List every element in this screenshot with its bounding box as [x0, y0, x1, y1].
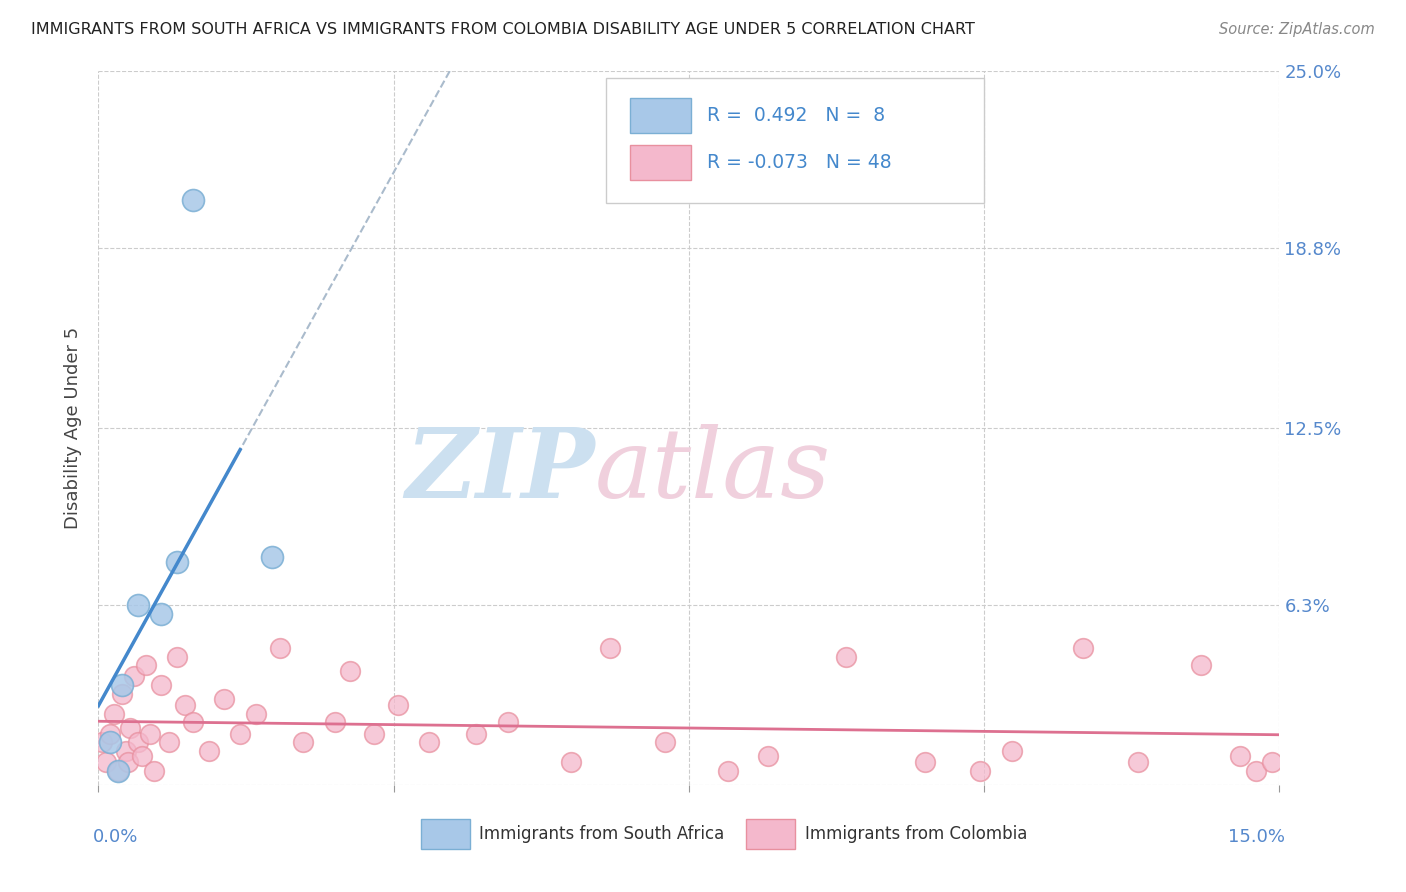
Point	[96, 755, 118, 769]
Point	[107, 764, 129, 778]
Point	[969, 764, 991, 778]
FancyBboxPatch shape	[420, 819, 471, 849]
Point	[418, 735, 440, 749]
Text: Source: ZipAtlas.com: Source: ZipAtlas.com	[1219, 22, 1375, 37]
Point	[181, 193, 204, 207]
Point	[111, 678, 134, 692]
Point	[197, 744, 219, 758]
Point	[269, 640, 291, 655]
Point	[117, 755, 139, 769]
Point	[1071, 640, 1094, 655]
Y-axis label: Disability Age Under 5: Disability Age Under 5	[65, 327, 83, 529]
Point	[717, 764, 740, 778]
Point	[150, 678, 173, 692]
Point	[214, 692, 236, 706]
Text: atlas: atlas	[595, 424, 831, 518]
Point	[174, 698, 197, 712]
Point	[1260, 755, 1282, 769]
FancyBboxPatch shape	[630, 98, 692, 134]
Point	[914, 755, 936, 769]
Point	[150, 607, 173, 621]
Point	[111, 687, 134, 701]
Text: 0.0%: 0.0%	[93, 828, 138, 846]
Point	[496, 715, 519, 730]
Point	[166, 555, 188, 569]
Point	[363, 726, 385, 740]
Point	[91, 735, 114, 749]
Point	[1229, 749, 1251, 764]
Point	[131, 749, 153, 764]
Point	[1126, 755, 1149, 769]
Point	[98, 735, 121, 749]
Point	[166, 649, 188, 664]
Point	[103, 706, 125, 721]
Point	[98, 726, 121, 740]
Text: R = -0.073   N = 48: R = -0.073 N = 48	[707, 153, 891, 172]
Text: 15.0%: 15.0%	[1229, 828, 1285, 846]
Text: IMMIGRANTS FROM SOUTH AFRICA VS IMMIGRANTS FROM COLOMBIA DISABILITY AGE UNDER 5 : IMMIGRANTS FROM SOUTH AFRICA VS IMMIGRAN…	[31, 22, 974, 37]
Point	[560, 755, 582, 769]
FancyBboxPatch shape	[630, 145, 692, 180]
Point	[135, 658, 157, 673]
Point	[157, 735, 180, 749]
Point	[115, 744, 138, 758]
Point	[1001, 744, 1024, 758]
Text: ZIP: ZIP	[405, 424, 595, 518]
Text: R =  0.492   N =  8: R = 0.492 N = 8	[707, 106, 884, 125]
Point	[387, 698, 409, 712]
Point	[181, 715, 204, 730]
Point	[756, 749, 779, 764]
Point	[323, 715, 346, 730]
FancyBboxPatch shape	[606, 78, 984, 203]
Point	[127, 735, 149, 749]
Point	[229, 726, 252, 740]
Point	[1244, 764, 1267, 778]
Point	[654, 735, 676, 749]
Point	[107, 764, 129, 778]
Text: Immigrants from South Africa: Immigrants from South Africa	[478, 825, 724, 843]
Point	[599, 640, 621, 655]
Point	[245, 706, 267, 721]
Point	[138, 726, 160, 740]
Point	[142, 764, 165, 778]
Point	[1189, 658, 1212, 673]
Point	[122, 669, 145, 683]
Text: Immigrants from Colombia: Immigrants from Colombia	[804, 825, 1026, 843]
Point	[339, 664, 361, 678]
Point	[127, 598, 149, 612]
Point	[835, 649, 858, 664]
Point	[292, 735, 315, 749]
FancyBboxPatch shape	[745, 819, 796, 849]
Point	[260, 549, 283, 564]
Point	[465, 726, 488, 740]
Point	[118, 721, 141, 735]
